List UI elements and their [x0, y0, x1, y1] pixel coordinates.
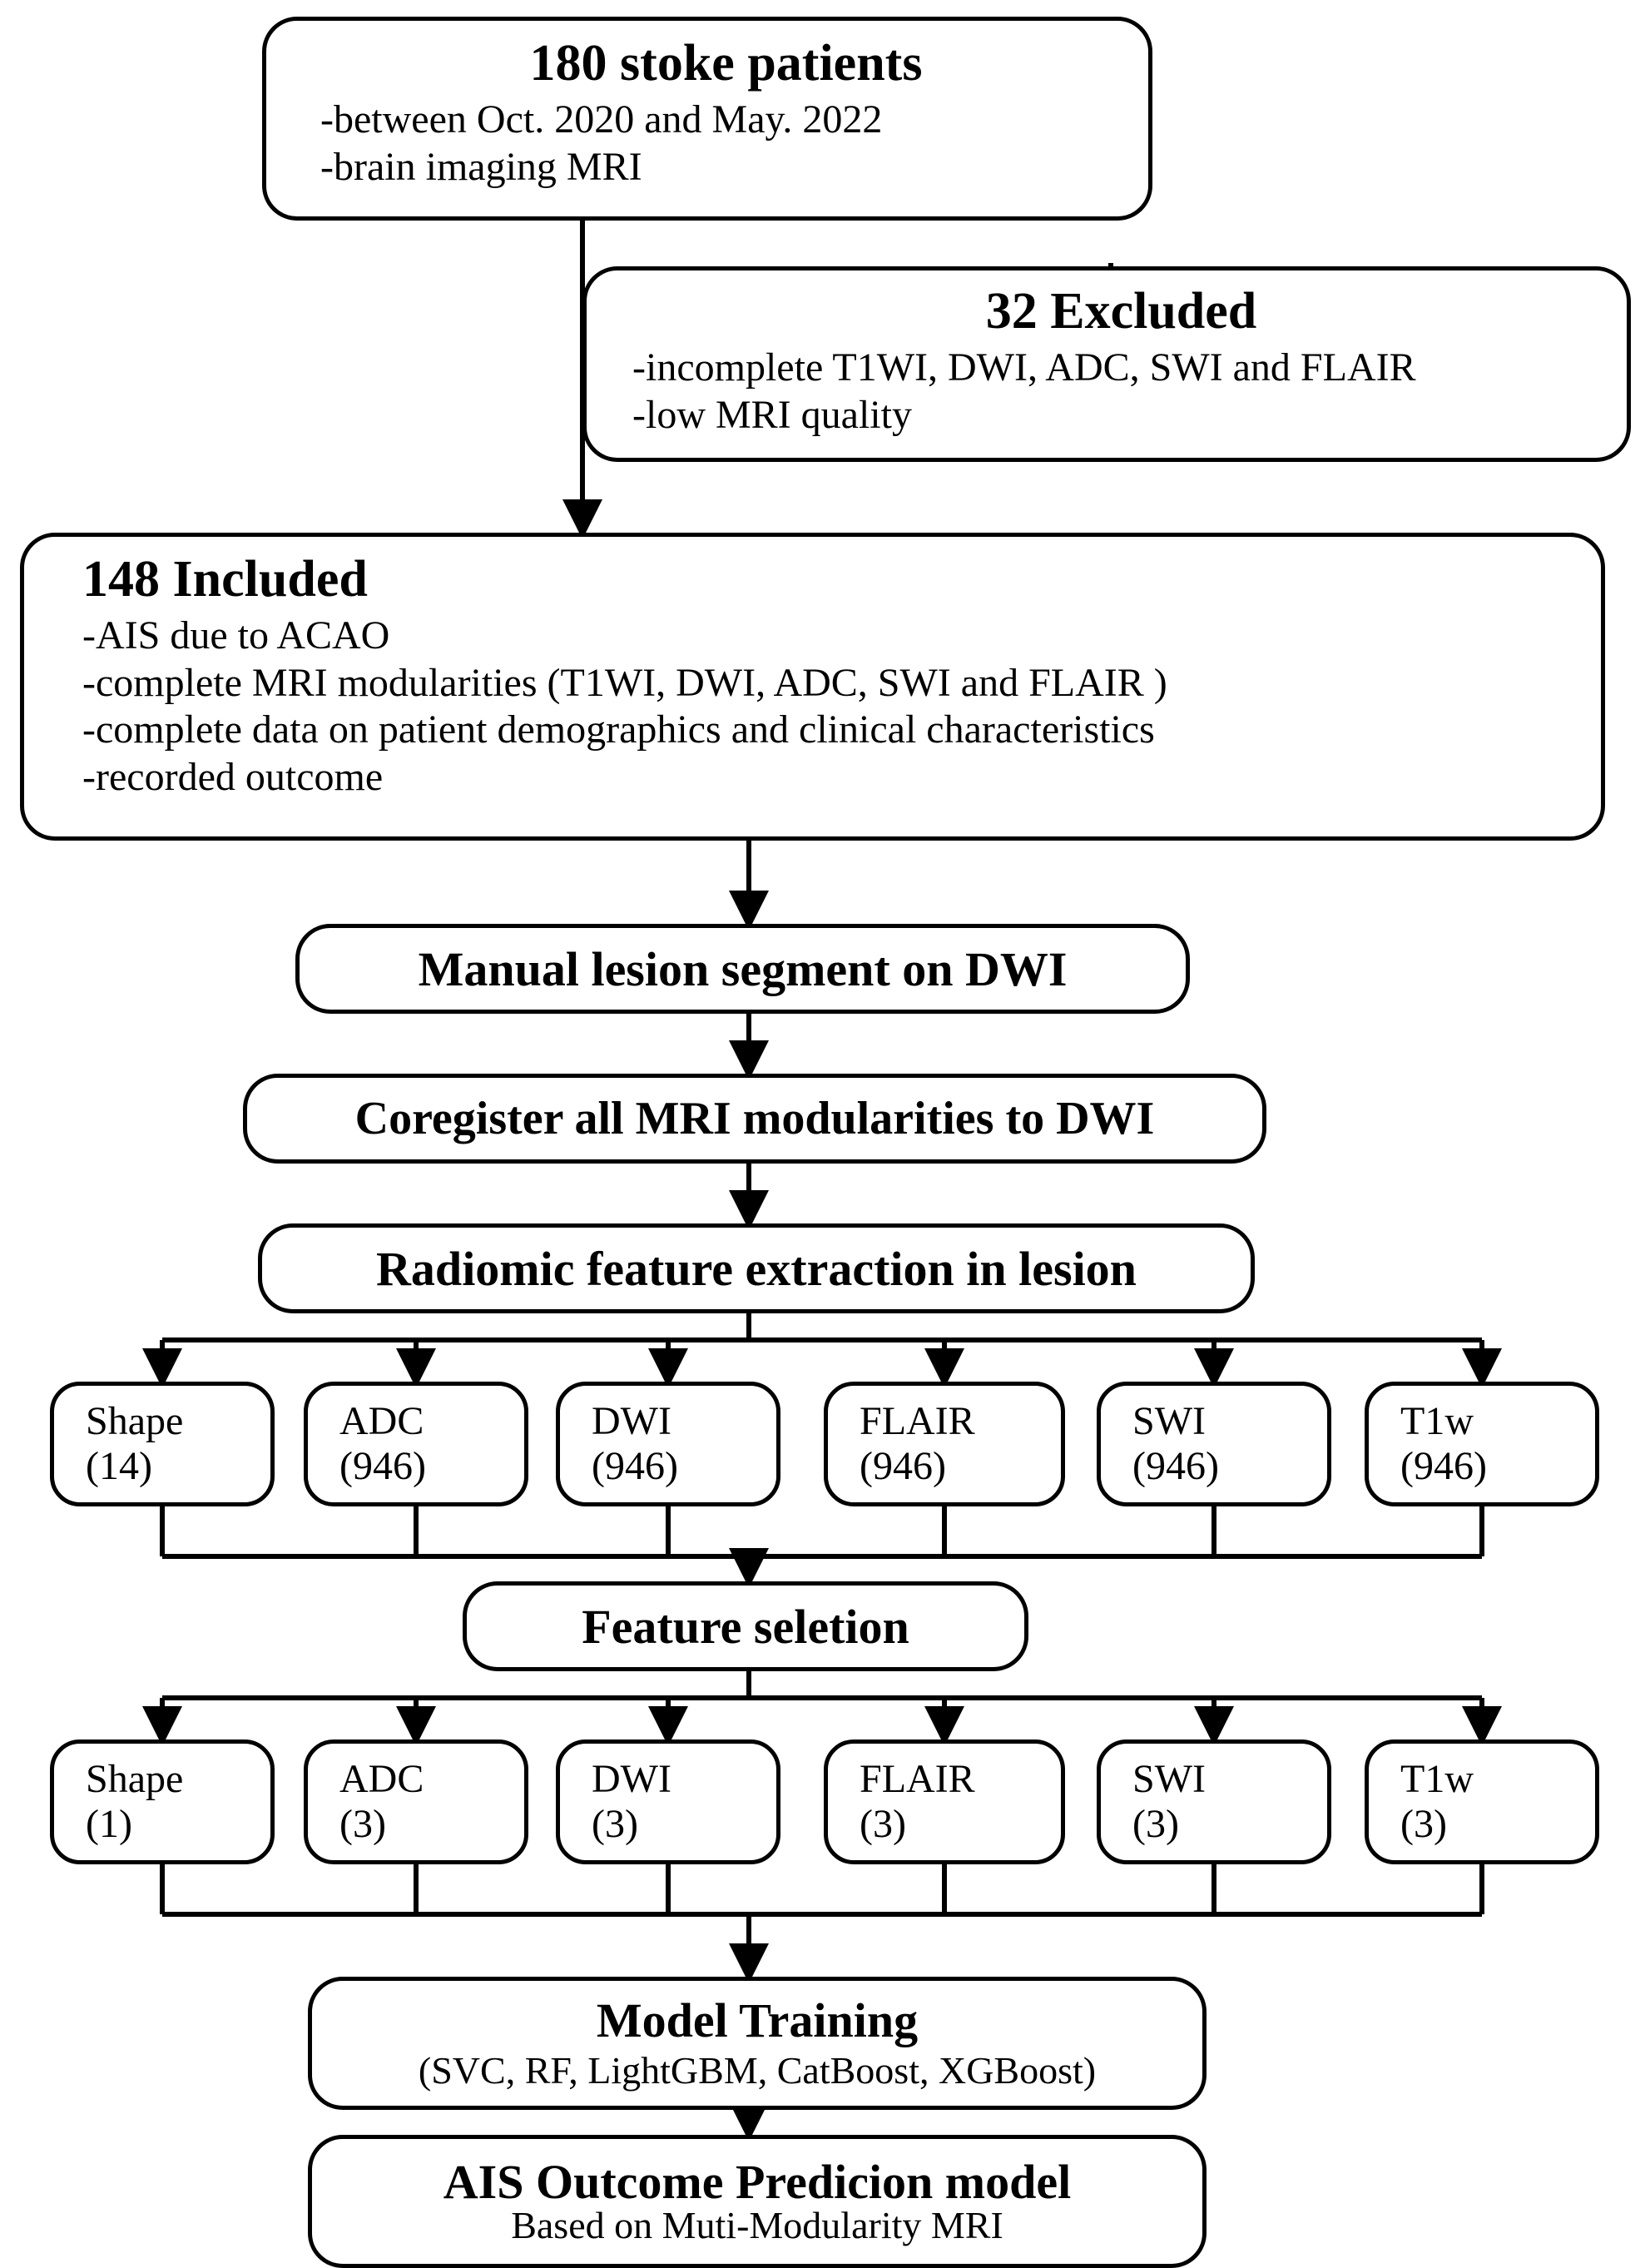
row2-count: (3) [592, 1802, 776, 1847]
row1-box-flair: FLAIR(946) [824, 1382, 1065, 1506]
row1-name: Shape [86, 1399, 270, 1444]
row1-count: (946) [1400, 1444, 1595, 1489]
node-included-line: -complete data on patient demographics a… [82, 707, 1584, 754]
row1-name: DWI [592, 1399, 776, 1444]
node-coreg: Coregister all MRI modularities to DWI [243, 1074, 1266, 1164]
node-start-line: -between Oct. 2020 and May. 2022 [320, 97, 1132, 144]
row2-box-dwi: DWI(3) [556, 1739, 780, 1864]
node-excluded-line: -low MRI quality [632, 392, 1610, 439]
row2-box-t1w: T1w(3) [1365, 1739, 1599, 1864]
node-included: 148 Included -AIS due to ACAO-complete MR… [20, 533, 1605, 841]
row2-name: T1w [1400, 1757, 1595, 1802]
row1-count: (14) [86, 1444, 270, 1489]
flowchart-canvas: 180 stoke patients -between Oct. 2020 and… [0, 0, 1650, 2224]
row1-box-dwi: DWI(946) [556, 1382, 780, 1506]
row2-name: FLAIR [860, 1757, 1061, 1802]
node-manual: Manual lesion segment on DWI [295, 924, 1190, 1014]
node-included-title: 148 Included [82, 552, 1584, 608]
row2-name: DWI [592, 1757, 776, 1802]
row2-count: (3) [860, 1802, 1061, 1847]
node-feat_sel: Feature seletion [463, 1581, 1028, 1671]
node-outcome-title: AIS Outcome Predicion model [443, 2157, 1071, 2206]
node-radiomic: Radiomic feature extraction in lesion [258, 1223, 1255, 1313]
node-excluded-title: 32 Excluded [632, 284, 1610, 340]
node-included-line: -AIS due to ACAO [82, 613, 1584, 660]
node-excluded-line: -incomplete T1WI, DWI, ADC, SWI and FLAI… [632, 345, 1610, 392]
row2-box-adc: ADC(3) [304, 1739, 528, 1864]
node-model_train-title: Model Training [597, 1993, 918, 2049]
row2-name: Shape [86, 1757, 270, 1802]
row1-box-adc: ADC(946) [304, 1382, 528, 1506]
row1-box-t1w: T1w(946) [1365, 1382, 1599, 1506]
node-excluded: 32 Excluded -incomplete T1WI, DWI, ADC, S… [582, 266, 1631, 462]
row1-count: (946) [1132, 1444, 1327, 1489]
row1-count: (946) [860, 1444, 1061, 1489]
node-outcome: AIS Outcome Predicion modelBased on Muti… [308, 2135, 1207, 2268]
node-model_train: Model Training(SVC, RF, LightGBM, CatBoo… [308, 1977, 1207, 2110]
row2-box-swi: SWI(3) [1097, 1739, 1331, 1864]
row2-name: SWI [1132, 1757, 1327, 1802]
row2-name: ADC [339, 1757, 524, 1802]
row1-count: (946) [592, 1444, 776, 1489]
row2-count: (3) [1400, 1802, 1595, 1847]
row1-box-shape: Shape(14) [50, 1382, 275, 1506]
node-start-line: -brain imaging MRI [320, 144, 1132, 191]
row1-name: ADC [339, 1399, 524, 1444]
row2-count: (3) [339, 1802, 524, 1847]
node-included-line: -recorded outcome [82, 754, 1584, 801]
node-outcome-sub: Based on Muti-Modularity MRI [511, 2206, 1003, 2246]
node-included-line: -complete MRI modularities (T1WI, DWI, A… [82, 660, 1584, 707]
row2-box-flair: FLAIR(3) [824, 1739, 1065, 1864]
row2-box-shape: Shape(1) [50, 1739, 275, 1864]
node-start-title: 180 stoke patients [320, 36, 1132, 92]
row1-name: FLAIR [860, 1399, 1061, 1444]
row1-name: T1w [1400, 1399, 1595, 1444]
row1-box-swi: SWI(946) [1097, 1382, 1331, 1506]
row1-name: SWI [1132, 1399, 1327, 1444]
node-model_train-sub: (SVC, RF, LightGBM, CatBoost, XGBoost) [419, 2049, 1096, 2093]
row1-count: (946) [339, 1444, 524, 1489]
row2-count: (1) [86, 1802, 270, 1847]
row2-count: (3) [1132, 1802, 1327, 1847]
node-start: 180 stoke patients -between Oct. 2020 and… [262, 17, 1152, 221]
